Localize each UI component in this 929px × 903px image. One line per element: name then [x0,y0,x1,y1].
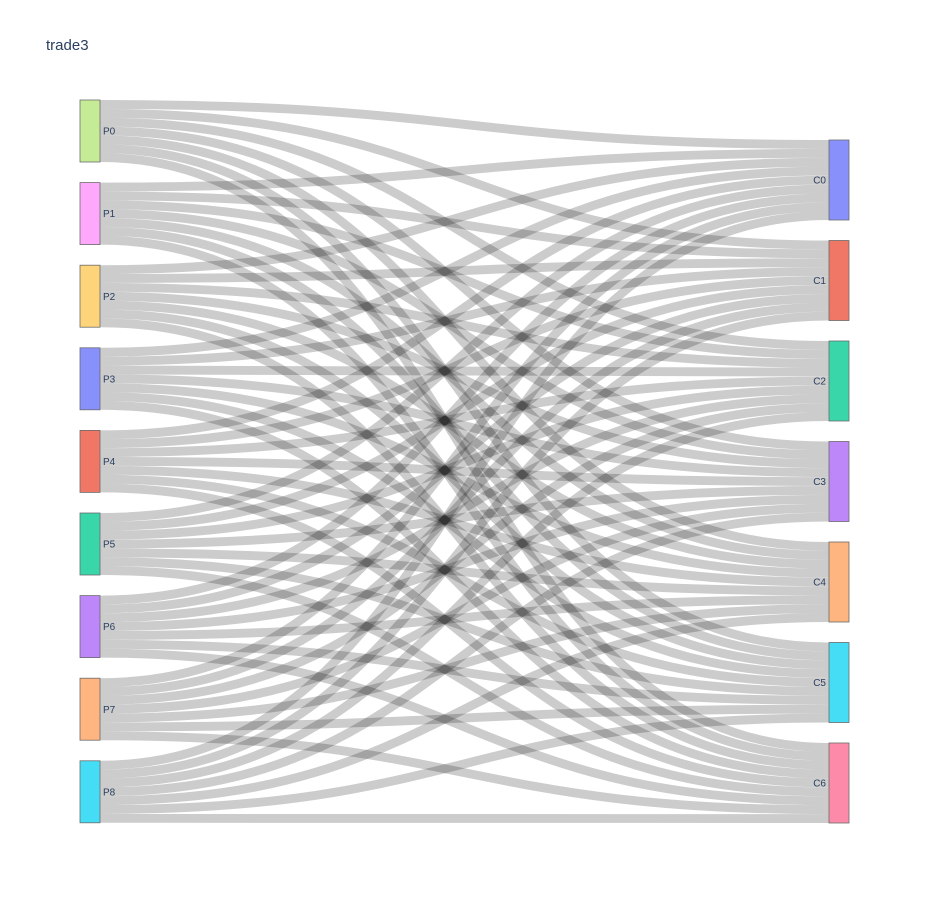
link-P2-C5[interactable] [99,309,830,670]
node-label-P3: P3 [103,374,116,385]
node-C2[interactable] [828,340,850,422]
link-P3-C0[interactable] [99,166,830,357]
link-P2-C2[interactable] [99,282,830,368]
chart-title: trade3 [46,37,89,54]
link-P7-C2[interactable] [99,403,830,705]
link-P4-C3[interactable] [99,456,830,486]
node-C4[interactable] [828,541,850,623]
link-P6-C2[interactable] [99,394,830,623]
node-C6[interactable] [828,742,850,824]
link-P8-C3[interactable] [99,512,830,797]
node-label-P1: P1 [103,209,116,220]
node-P8[interactable] [79,760,101,824]
link-P0-C3[interactable] [99,126,830,451]
link-P5-C3[interactable] [99,485,830,549]
link-P8-C0[interactable] [99,211,830,770]
node-P1[interactable] [79,182,101,246]
link-P6-C5[interactable] [99,639,830,705]
link-P4-C6[interactable] [99,483,830,788]
link-P1-C4[interactable] [99,218,830,560]
link-P0-C6[interactable] [99,153,830,752]
link-P5-C1[interactable] [99,284,830,531]
link-P6-C3[interactable] [99,494,830,632]
link-P2-C1[interactable] [99,258,830,283]
link-P0-C4[interactable] [99,135,830,551]
link-P6-C4[interactable] [99,595,830,640]
link-P6-C0[interactable] [99,193,830,605]
node-label-P8: P8 [103,787,116,798]
link-P5-C4[interactable] [99,548,830,596]
link-P8-C4[interactable] [99,613,830,806]
link-P7-C3[interactable] [99,503,830,714]
node-P6[interactable] [79,595,101,658]
link-P4-C1[interactable] [99,276,830,449]
node-P0[interactable] [79,99,101,163]
link-P8-C5[interactable] [99,713,830,814]
link-P0-C1[interactable] [99,108,830,250]
link-P0-C5[interactable] [99,144,830,652]
link-P3-C1[interactable] [99,267,830,366]
link-P7-C0[interactable] [99,202,830,688]
node-label-C3: C3 [813,477,826,488]
node-P5[interactable] [79,512,101,576]
node-label-P5: P5 [103,540,116,551]
link-P5-C5[interactable] [99,557,830,696]
node-label-P6: P6 [103,622,116,633]
node-label-P2: P2 [103,292,116,303]
link-P3-C5[interactable] [99,392,830,679]
link-P3-C2[interactable] [99,365,830,377]
link-P3-C4[interactable] [99,383,830,578]
link-P2-C3[interactable] [99,291,830,469]
link-P1-C5[interactable] [99,226,830,661]
node-label-C5: C5 [813,678,826,689]
node-C3[interactable] [828,441,850,522]
link-P8-C2[interactable] [99,412,830,788]
link-P0-C0[interactable] [99,99,830,149]
node-C5[interactable] [828,642,850,723]
link-P7-C6[interactable] [99,731,830,815]
node-layer: P0 P1 P2 P3 P4 P5 P6 P7 P8 C0 C1 C2 C3 C4 C5 C6 [79,99,850,824]
node-label-P4: P4 [103,457,116,468]
link-P7-C5[interactable] [99,704,830,732]
link-P4-C2[interactable] [99,376,830,457]
link-P8-C1[interactable] [99,311,830,779]
node-label-C2: C2 [813,377,826,388]
link-P1-C6[interactable] [99,235,830,761]
node-label-C6: C6 [813,779,826,790]
link-P6-C6[interactable] [99,648,830,806]
link-P0-C2[interactable] [99,117,830,350]
node-label-P0: P0 [103,127,116,138]
node-label-C1: C1 [813,276,826,287]
link-P5-C0[interactable] [99,184,830,522]
node-C0[interactable] [828,139,850,221]
link-P7-C1[interactable] [99,302,830,696]
link-layer [99,99,830,823]
link-P5-C2[interactable] [99,385,830,540]
link-P5-C6[interactable] [99,566,830,797]
link-P1-C2[interactable] [99,200,830,359]
link-P3-C3[interactable] [99,374,830,478]
node-P3[interactable] [79,347,101,411]
node-P2[interactable] [79,264,101,328]
link-P7-C4[interactable] [99,604,830,723]
node-P7[interactable] [79,677,101,741]
link-P1-C0[interactable] [99,148,830,192]
link-P1-C1[interactable] [99,191,830,259]
link-P4-C0[interactable] [99,175,830,440]
link-P6-C1[interactable] [99,293,830,614]
node-label-C4: C4 [813,578,826,589]
link-P4-C4[interactable] [99,465,830,587]
link-P2-C4[interactable] [99,300,830,569]
link-P4-C5[interactable] [99,474,830,687]
link-P2-C6[interactable] [99,318,830,770]
node-label-P7: P7 [103,705,116,716]
node-C1[interactable] [828,240,850,321]
link-P3-C6[interactable] [99,400,830,779]
node-label-C0: C0 [813,176,826,187]
link-P1-C3[interactable] [99,209,830,460]
node-P4[interactable] [79,429,101,493]
link-P2-C0[interactable] [99,157,830,275]
